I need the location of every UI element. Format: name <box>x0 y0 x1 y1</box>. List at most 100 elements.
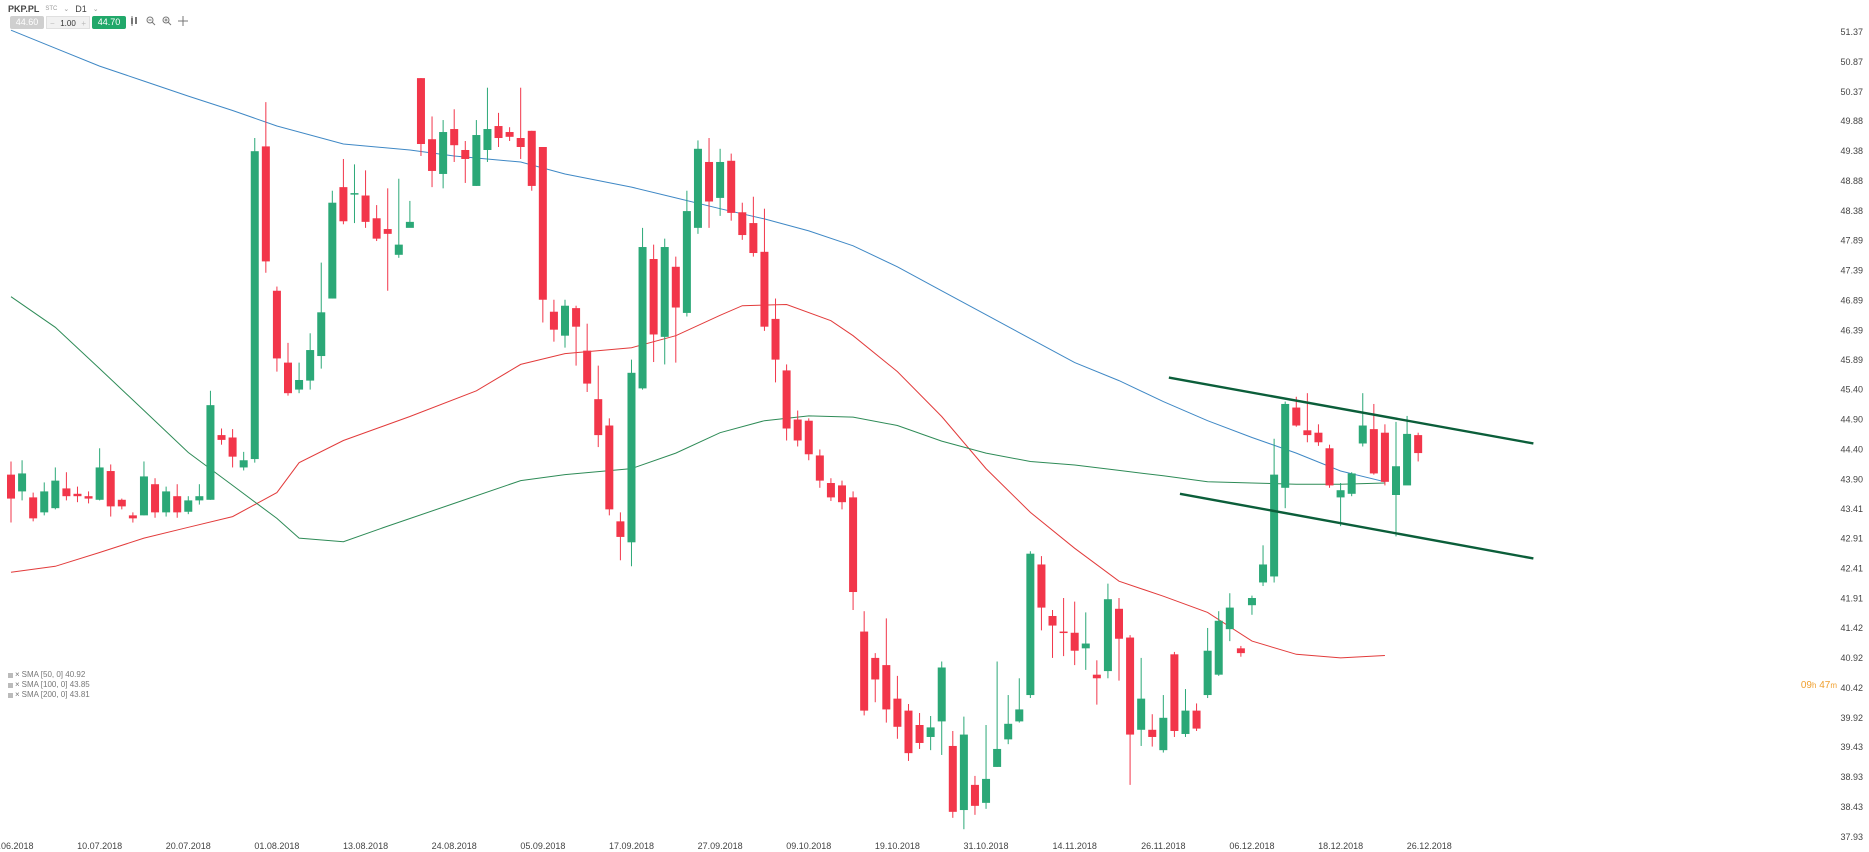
legend-item[interactable]: × SMA [50, 0] 40.92 <box>8 670 90 680</box>
candle-body <box>173 496 182 513</box>
checkbox-icon[interactable] <box>8 672 13 678</box>
sell-button[interactable]: 44.60 <box>10 16 44 29</box>
zoom-out-icon[interactable] <box>144 16 158 29</box>
quantity-value[interactable]: 1.00 <box>60 19 76 28</box>
chevron-down-icon[interactable]: ⌄ <box>63 6 70 13</box>
x-tick-label: 24.08.2018 <box>432 841 477 851</box>
candle-up <box>1247 595 1256 615</box>
candle-up <box>1203 627 1212 699</box>
candle-body <box>860 631 869 711</box>
checkbox-icon[interactable] <box>8 682 13 688</box>
candle-body <box>660 247 669 337</box>
x-tick-label: 26.12.2018 <box>1407 841 1452 851</box>
x-tick-label: 14.11.2018 <box>1052 841 1096 851</box>
candle-up <box>139 461 148 516</box>
candle-body <box>295 379 304 390</box>
candle-body <box>627 372 636 543</box>
candle-body <box>538 147 547 300</box>
candle-body <box>959 734 968 811</box>
candle-body <box>760 251 769 327</box>
candle-down <box>505 127 514 142</box>
candle-up <box>206 390 215 500</box>
candle-body <box>705 161 714 202</box>
candle-body <box>804 420 813 455</box>
candle-body <box>948 745 957 812</box>
candle-down <box>1070 601 1079 666</box>
quantity-stepper[interactable]: − 1.00 + <box>46 16 90 29</box>
candle-down <box>849 491 858 610</box>
candle-body <box>416 78 425 145</box>
candle-up <box>295 362 304 394</box>
legend-item[interactable]: × SMA [200, 0] 43.81 <box>8 690 90 700</box>
candle-down <box>838 480 846 510</box>
candle-body <box>1347 473 1356 494</box>
candle-body <box>1026 553 1035 696</box>
candle-body <box>372 218 381 239</box>
candle-down <box>616 512 625 561</box>
checkbox-icon[interactable] <box>8 692 13 698</box>
close-icon[interactable]: × <box>15 690 20 699</box>
candle-body <box>239 460 248 468</box>
candle-up <box>439 120 448 189</box>
candle-down <box>649 244 658 363</box>
candle-body <box>472 135 481 186</box>
candle-down <box>671 256 680 363</box>
candle-down <box>1414 432 1423 462</box>
symbol-label[interactable]: PKP.PL <box>8 4 40 14</box>
candle-body <box>1115 608 1123 639</box>
candle-down <box>860 611 869 716</box>
candle-body <box>128 515 137 519</box>
candle-down <box>882 618 891 723</box>
candle-down <box>826 478 835 501</box>
zoom-in-icon[interactable] <box>160 16 174 29</box>
candle-down <box>228 429 237 468</box>
y-tick-label: 40.42 <box>1840 683 1863 693</box>
y-tick-label: 42.91 <box>1840 534 1863 544</box>
crosshair-icon[interactable] <box>176 16 190 29</box>
timeframe-label[interactable]: D1 <box>75 4 87 14</box>
y-tick-label: 50.87 <box>1840 57 1863 67</box>
candle-body <box>7 474 15 499</box>
candle-up <box>561 299 569 348</box>
candle-body <box>1015 709 1024 722</box>
candle-body <box>1037 564 1046 608</box>
legend-label: SMA [100, 0] 43.85 <box>21 680 90 689</box>
x-tick-label: 28.06.2018 <box>0 841 34 851</box>
close-icon[interactable]: × <box>15 680 20 689</box>
candle-up <box>95 448 104 501</box>
candle-body <box>738 212 747 236</box>
candle-body <box>106 471 115 507</box>
candle-body <box>561 305 569 336</box>
candle-up <box>926 716 935 751</box>
chart-type-icon[interactable] <box>128 16 142 29</box>
candle-body <box>73 493 82 497</box>
candle-down <box>782 364 791 441</box>
candle-body <box>494 126 503 139</box>
sma-line-500 <box>10 303 1385 659</box>
candle-down <box>272 286 281 372</box>
candle-up <box>1281 401 1290 509</box>
candle-up <box>1392 421 1400 537</box>
legend-item[interactable]: × SMA [100, 0] 43.85 <box>8 680 90 690</box>
close-icon[interactable]: × <box>15 670 20 679</box>
minus-icon[interactable]: − <box>50 19 55 28</box>
candle-body <box>250 151 259 460</box>
buy-button[interactable]: 44.70 <box>92 16 126 29</box>
sma-line-1000 <box>10 296 1385 543</box>
plus-icon[interactable]: + <box>81 19 86 28</box>
candle-up <box>350 164 359 224</box>
y-tick-label: 43.90 <box>1840 474 1863 484</box>
x-tick-label: 06.12.2018 <box>1229 841 1274 851</box>
candle-body <box>782 370 791 429</box>
y-tick-label: 40.92 <box>1840 653 1863 663</box>
candle-body <box>29 497 38 519</box>
candle-down <box>738 202 747 240</box>
candle-down <box>1126 635 1135 785</box>
x-tick-label: 10.07.2018 <box>77 841 122 851</box>
candle-body <box>450 129 459 146</box>
candle-up <box>162 486 171 517</box>
chevron-down-icon[interactable]: ⌄ <box>92 6 99 13</box>
y-tick-label: 45.40 <box>1840 385 1863 395</box>
candle-body <box>1137 698 1146 730</box>
